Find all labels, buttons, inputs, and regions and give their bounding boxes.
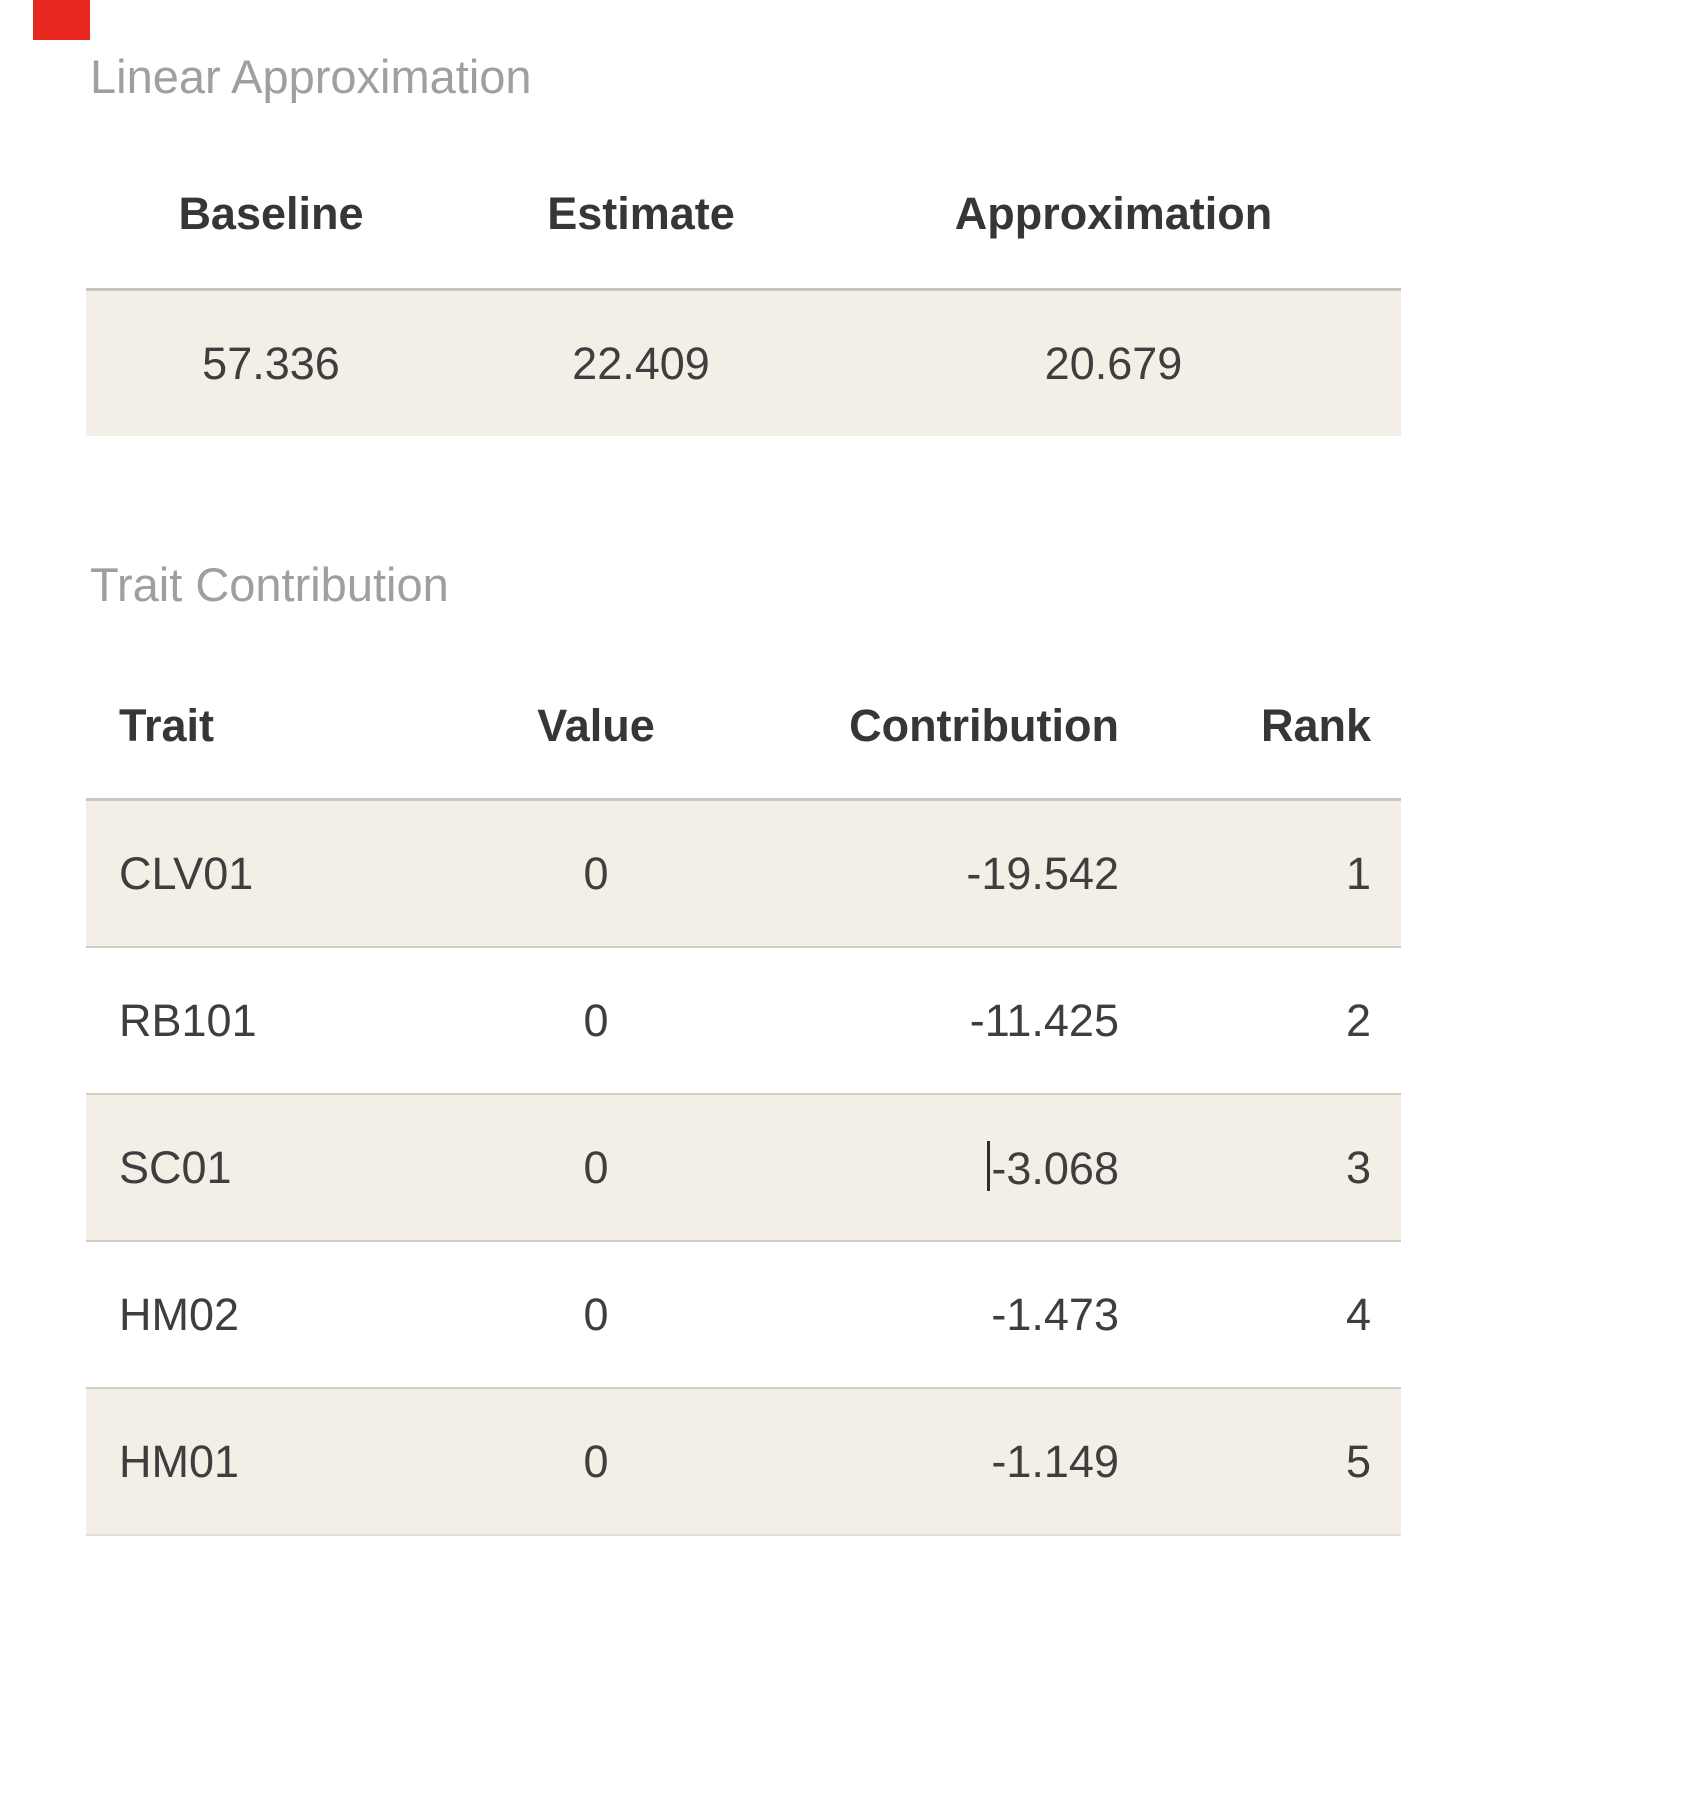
cell-baseline: 57.336	[202, 337, 340, 389]
red-marker	[33, 0, 90, 40]
cell-contribution: -19.542	[966, 847, 1119, 899]
table-row: RB101 0 -11.425 2	[86, 946, 1401, 1093]
cell-contribution-text: -3.068	[991, 1142, 1119, 1194]
cell-value: 0	[583, 1141, 609, 1193]
table-row: CLV01 0 -19.542 1	[86, 798, 1401, 947]
cell-trait: SC01	[119, 1141, 232, 1193]
cell-rank: 1	[1345, 847, 1371, 899]
cell-rank: 3	[1345, 1141, 1371, 1193]
linear-approximation-table: Baseline Estimate Approximation 57.336 2…	[86, 184, 1401, 437]
cell-approximation: 20.679	[1044, 337, 1183, 389]
table-row: HM01 0 -1.149 5	[86, 1387, 1401, 1537]
trait-contribution-table: Trait Value Contribution Rank CLV01 0 -1…	[86, 696, 1401, 1537]
cell-value: 0	[583, 1288, 609, 1340]
column-header-approximation: Approximation	[954, 188, 1273, 240]
cell-value: 0	[583, 1435, 609, 1487]
cell-rank: 4	[1345, 1288, 1371, 1340]
report-panel: Linear Approximation Baseline Estimate A…	[86, 0, 1401, 1537]
linear-approximation-title: Linear Approximation	[90, 50, 532, 103]
cell-contribution: -11.425	[969, 994, 1119, 1046]
column-header-estimate: Estimate	[547, 188, 735, 240]
column-header-baseline: Baseline	[178, 188, 364, 240]
column-header-contribution: Contribution	[849, 700, 1119, 752]
cell-estimate: 22.409	[572, 337, 710, 389]
text-cursor	[987, 1140, 991, 1191]
cell-contribution: -1.473	[991, 1288, 1119, 1340]
table-header-row: Trait Value Contribution Rank	[86, 696, 1401, 756]
cell-trait: RB101	[119, 994, 257, 1046]
cell-rank: 2	[1345, 994, 1371, 1046]
cell-trait: HM01	[119, 1435, 240, 1487]
cell-trait: CLV01	[119, 847, 254, 899]
cell-value: 0	[583, 994, 609, 1046]
trait-contribution-title: Trait Contribution	[90, 558, 449, 612]
table-header-row: Baseline Estimate Approximation	[86, 184, 1401, 244]
cell-value: 0	[583, 847, 609, 899]
table-row: HM02 0 -1.473 4	[86, 1240, 1401, 1387]
cell-contribution: -1.149	[991, 1435, 1119, 1487]
column-header-trait: Trait	[119, 700, 215, 752]
column-header-rank: Rank	[1260, 700, 1371, 752]
table-body: CLV01 0 -19.542 1 RB101 0 -11.425 2 SC01…	[86, 798, 1401, 1537]
column-header-value: Value	[537, 700, 655, 752]
cell-rank: 5	[1345, 1435, 1371, 1487]
cell-trait: HM02	[119, 1288, 240, 1340]
table-row: SC01 0 -3.068 3	[86, 1093, 1401, 1241]
table-row: 57.336 22.409 20.679	[86, 288, 1401, 437]
cell-contribution-focused[interactable]: -3.068	[826, 1140, 1119, 1195]
